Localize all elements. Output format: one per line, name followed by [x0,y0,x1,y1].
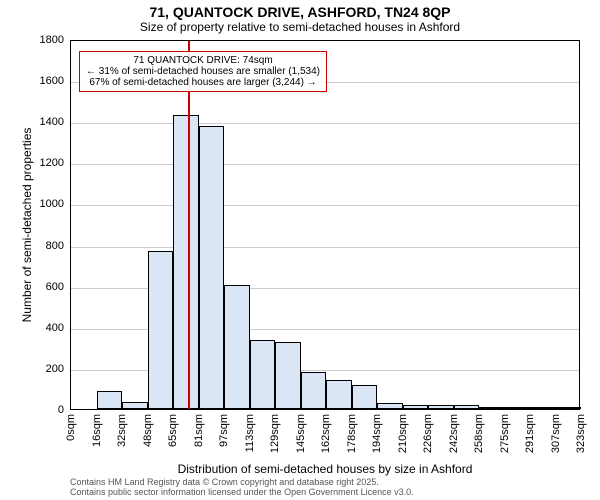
histogram-bar [377,403,403,409]
x-tick-label: 323sqm [575,410,587,453]
histogram-bar [301,372,327,409]
annotation-line: 67% of semi-detached houses are larger (… [86,77,320,88]
x-axis-label: Distribution of semi-detached houses by … [70,462,580,476]
histogram-bar [505,407,531,409]
histogram-bar [479,407,505,409]
x-tick-label: 81sqm [193,410,205,447]
x-tick-label: 242sqm [448,410,460,453]
plot-box: 71 QUANTOCK DRIVE: 74sqm ← 31% of semi-d… [70,40,580,410]
y-tick-label: 200 [46,363,70,375]
property-marker-line [188,41,190,409]
y-tick-label: 600 [46,281,70,293]
x-tick-label: 275sqm [499,410,511,453]
annotation-line: 71 QUANTOCK DRIVE: 74sqm [86,55,320,66]
histogram-bar [224,285,250,409]
footnotes: Contains HM Land Registry data © Crown c… [70,477,414,497]
grid-line [71,205,579,206]
x-tick-label: 113sqm [244,410,256,452]
x-tick-label: 162sqm [320,410,332,453]
histogram-bar [530,407,556,409]
plot-area: 71 QUANTOCK DRIVE: 74sqm ← 31% of semi-d… [70,40,580,410]
x-tick-label: 65sqm [167,410,179,447]
x-tick-label: 0sqm [65,410,77,441]
x-tick-label: 226sqm [422,410,434,453]
x-tick-label: 258sqm [473,410,485,453]
x-tick-label: 307sqm [550,410,562,453]
x-tick-label: 194sqm [371,410,383,453]
chart-title: 71, QUANTOCK DRIVE, ASHFORD, TN24 8QP [0,0,600,20]
grid-line [71,247,579,248]
y-tick-label: 1200 [40,157,70,169]
x-tick-label: 32sqm [116,410,128,447]
histogram-bar [556,407,582,409]
histogram-bar [199,126,225,409]
annotation-box: 71 QUANTOCK DRIVE: 74sqm ← 31% of semi-d… [79,51,327,92]
histogram-bar [97,391,123,410]
grid-line [71,164,579,165]
histogram-bar [122,402,148,409]
footnote-line: Contains HM Land Registry data © Crown c… [70,477,414,487]
histogram-bar [173,115,199,409]
histogram-bar [326,380,352,409]
grid-line [71,123,579,124]
histogram-bar [352,385,378,409]
y-tick-label: 400 [46,322,70,334]
x-tick-label: 16sqm [91,410,103,447]
x-tick-label: 210sqm [397,410,409,453]
histogram-bar [403,405,429,409]
x-tick-label: 48sqm [142,410,154,447]
footnote-line: Contains public sector information licen… [70,487,414,497]
histogram-bar [250,340,276,409]
y-tick-label: 1000 [40,198,70,210]
x-tick-label: 97sqm [218,410,230,447]
x-tick-label: 178sqm [346,410,358,453]
y-tick-label: 1600 [40,75,70,87]
y-tick-label: 1800 [40,34,70,46]
x-tick-label: 291sqm [524,410,536,453]
histogram-bar [454,405,480,409]
x-tick-label: 129sqm [269,410,281,453]
histogram-bar [148,251,174,409]
y-axis-label: Number of semi-detached properties [20,40,34,410]
x-tick-label: 145sqm [295,410,307,453]
chart-subtitle: Size of property relative to semi-detach… [0,20,600,34]
annotation-line: ← 31% of semi-detached houses are smalle… [86,66,320,77]
histogram-bar [428,405,454,409]
histogram-bar [275,342,301,409]
y-tick-label: 1400 [40,116,70,128]
y-tick-label: 800 [46,240,70,252]
